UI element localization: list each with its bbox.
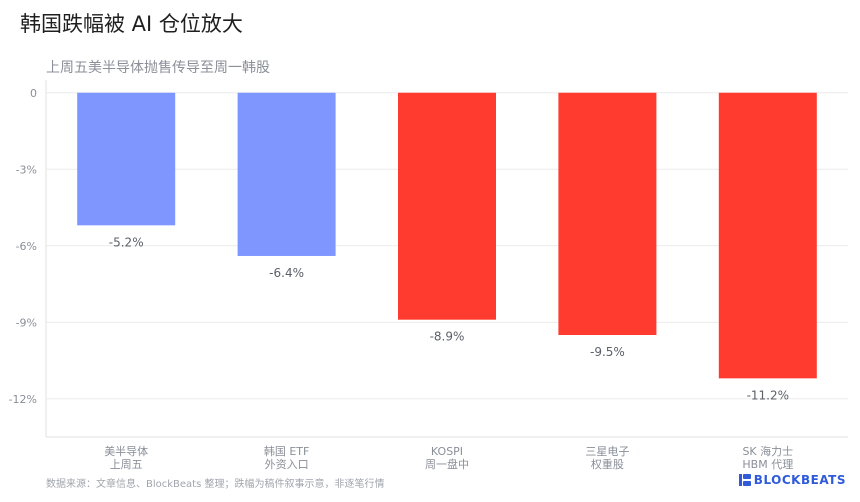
brand-logo: BLOCKBEATS [738, 473, 846, 487]
y-tick-label: 0 [30, 87, 37, 100]
data-label: -9.5% [590, 345, 625, 359]
blockbeats-logo-icon [738, 474, 751, 486]
x-tick-label: 韩国 ETF [264, 444, 310, 458]
chart-subtitle: 上周五美半导体抛售传导至周一韩股 [46, 60, 270, 76]
data-label: -6.4% [269, 266, 304, 280]
chart-title: 韩国跌幅被 AI 仓位放大 [20, 12, 243, 36]
x-tick-label: 三星电子 [585, 445, 629, 458]
source-footnote: 数据来源：文章信息、BlockBeats 整理；跌幅为稿件叙事示意，非逐笔行情 [46, 479, 385, 490]
bar [558, 92, 657, 335]
x-tick-label: 周一盘中 [425, 457, 469, 471]
x-tick-label: 权重股 [591, 457, 624, 471]
y-tick-label: -6% [16, 240, 37, 253]
data-label: -8.9% [430, 330, 465, 344]
y-tick-label: -12% [9, 393, 37, 406]
data-label: -5.2% [109, 235, 144, 249]
bar [718, 92, 817, 379]
x-tick-label: SK 海力士 [742, 444, 793, 458]
brand-name: BLOCKBEATS [753, 473, 846, 487]
x-tick-label: 美半导体 [104, 444, 148, 458]
bar [77, 92, 176, 226]
bar [398, 92, 496, 320]
x-tick-label: HBM 代理 [742, 458, 793, 471]
x-tick-label: 外资入口 [265, 458, 309, 471]
x-tick-label: KOSPI [431, 445, 463, 458]
x-tick-label: 上周五 [110, 458, 143, 471]
y-tick-label: -9% [16, 316, 37, 329]
y-tick-label: -3% [16, 163, 37, 176]
bar [237, 92, 336, 256]
data-label: -11.2% [747, 388, 789, 402]
